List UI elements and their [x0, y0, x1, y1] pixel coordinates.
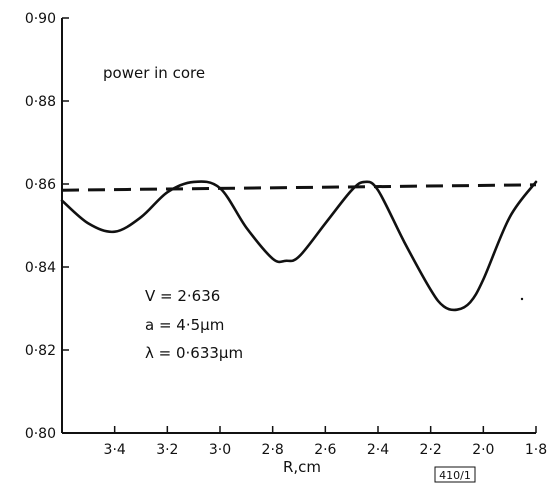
- stray-dot: [520, 297, 524, 301]
- y-tick-label: 0·86: [25, 177, 56, 193]
- x-ticks: 3·4 3·2 3·0 2·8 2·6 2·4 2·2 2·0 1·8: [104, 426, 547, 458]
- figure-id-label: 410/1: [439, 469, 471, 482]
- annotation-v-number: V = 2·636: [145, 287, 220, 305]
- x-tick-label: 2·0: [472, 442, 494, 458]
- figure-id-box: 410/1: [434, 466, 476, 483]
- axes: [61, 18, 536, 434]
- y-tick-label: 0·82: [25, 343, 56, 359]
- y-tick-label: 0·88: [25, 94, 56, 110]
- series-line-solid: [60, 180, 538, 312]
- x-tick-label: 3·4: [104, 442, 126, 458]
- x-tick-label: 2·6: [314, 442, 336, 458]
- y-tick-label: 0·90: [25, 11, 56, 27]
- annotation-power-in-core: power in core: [103, 64, 205, 82]
- x-tick-label: 2·4: [367, 442, 389, 458]
- x-axis-label: R,cm: [283, 458, 321, 476]
- y-ticks: 0·80 0·82 0·84 0·86 0·88 0·90: [25, 11, 69, 442]
- annotation-wavelength: λ = 0·633µm: [145, 344, 243, 362]
- annotation-core-radius: a = 4·5µm: [145, 316, 224, 334]
- x-tick-label: 3·2: [156, 442, 178, 458]
- x-tick-label: 3·0: [209, 442, 231, 458]
- y-tick-label: 0·84: [25, 260, 56, 276]
- series-layer: [60, 180, 538, 312]
- x-tick-label: 1·8: [525, 442, 547, 458]
- x-tick-label: 2·8: [262, 442, 284, 458]
- series-line-dashed: [61, 183, 537, 192]
- x-tick-label: 2·2: [420, 442, 442, 458]
- y-tick-label: 0·80: [25, 426, 56, 442]
